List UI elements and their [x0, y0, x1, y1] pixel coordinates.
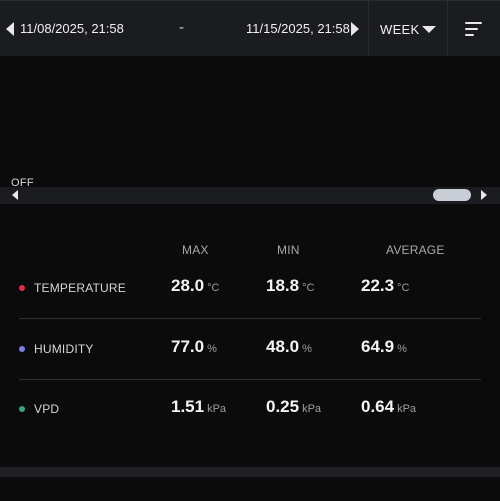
period-label: WEEK [380, 22, 420, 37]
table-row: TEMPERATURE 28.0 °C 18.8 °C 22.3 °C [19, 260, 481, 320]
temperature-dot [19, 285, 25, 291]
divider [368, 1, 369, 57]
table-row: HUMIDITY 77.0% 48.0% 64.9% [19, 321, 481, 381]
column-header-min: MIN [277, 243, 300, 257]
column-header-max: MAX [182, 243, 209, 257]
caret-down-icon [422, 26, 436, 33]
vpd-dot [19, 406, 25, 412]
row-divider [19, 379, 481, 380]
start-date[interactable]: 11/08/2025, 21:58 [20, 21, 124, 36]
metric-label: HUMIDITY [34, 342, 94, 356]
min-value: 0.25 kPa [266, 397, 322, 416]
chart-area: OFF [0, 56, 500, 204]
table-row: VPD 1.51 kPa 0.25 kPa 0.64 kPa [19, 381, 481, 441]
scroll-right-icon[interactable] [481, 190, 487, 200]
stats-table: MAX MIN AVERAGE TEMPERATURE 28.0 °C 18.8 °… [0, 204, 500, 464]
date-range-bar: 11/08/2025, 21:58 - 11/15/2025, 21:58 WE… [0, 0, 500, 57]
min-value: 18.8 °C [266, 276, 315, 295]
sort-button[interactable] [448, 1, 500, 57]
max-value: 1.51 kPa [171, 397, 227, 416]
metric-label: TEMPERATURE [34, 281, 126, 295]
min-value: 48.0% [266, 337, 312, 356]
date-separator: - [179, 19, 184, 36]
chevron-right-icon[interactable] [351, 22, 359, 36]
divider [447, 1, 448, 57]
end-date[interactable]: 11/15/2025, 21:58 [246, 21, 350, 36]
average-value: 22.3 °C [361, 276, 410, 295]
max-value: 28.0 °C [171, 276, 220, 295]
period-dropdown[interactable]: WEEK [369, 1, 447, 57]
column-header-average: AVERAGE [386, 243, 445, 257]
average-value: 64.9% [361, 337, 407, 356]
chart-scrollbar[interactable] [0, 187, 500, 204]
max-value: 77.0% [171, 337, 217, 356]
average-value: 0.64 kPa [361, 397, 417, 416]
chevron-left-icon[interactable] [6, 22, 14, 36]
scroll-left-icon[interactable] [12, 190, 18, 200]
off-label: OFF [11, 177, 34, 189]
metric-label: VPD [34, 402, 60, 416]
row-divider [19, 318, 481, 319]
scroll-thumb[interactable] [433, 189, 471, 201]
bottom-bar [0, 467, 500, 477]
humidity-dot [19, 346, 25, 352]
